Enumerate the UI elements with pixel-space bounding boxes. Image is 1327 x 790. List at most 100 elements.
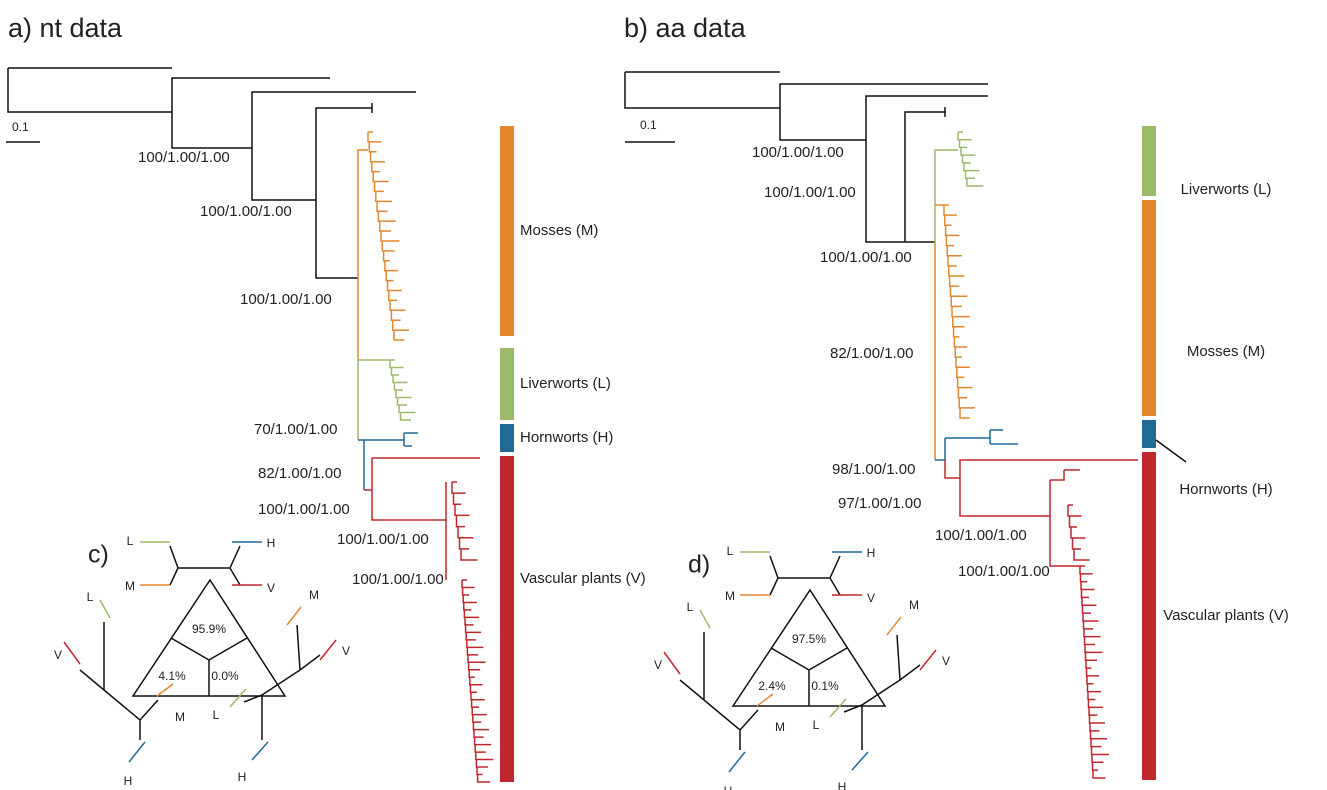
- branch: [358, 433, 418, 490]
- taxon-label: V: [54, 648, 62, 662]
- branch: [945, 460, 1138, 516]
- branch: [1080, 566, 1109, 778]
- panel-label: c): [88, 541, 109, 569]
- branch: [844, 635, 920, 750]
- page: {"panel_a":{"title":"a) nt data","scale"…: [0, 0, 1327, 790]
- taxon-bar: [320, 640, 336, 660]
- clade-bar: [1142, 126, 1156, 196]
- taxon-label: L: [213, 708, 220, 722]
- clade-label: Liverworts (L): [520, 375, 611, 392]
- clade-label: Liverworts (L): [1181, 181, 1272, 198]
- taxon-bar: [729, 752, 745, 772]
- taxon-label: V: [867, 591, 875, 605]
- taxon-bar: [920, 650, 936, 670]
- taxon-label: H: [867, 546, 876, 560]
- taxon-label: H: [838, 780, 847, 790]
- clade-bar: [500, 456, 514, 782]
- taxon-bar: [100, 600, 110, 618]
- support-label: 100/1.00/1.00: [958, 563, 1050, 580]
- taxon-bar: [830, 699, 846, 717]
- branch: [935, 205, 944, 460]
- figure: a) nt data b) aa data 0.1 100/1.00/1.00 10…: [0, 0, 1327, 790]
- taxon-label: L: [127, 534, 134, 548]
- taxon-bar: [887, 617, 901, 635]
- taxon-bar: [664, 652, 680, 674]
- support-label: 70/1.00/1.00: [254, 421, 337, 438]
- panel-title: b) aa data: [624, 13, 747, 43]
- branch: [170, 546, 240, 585]
- support-label: 82/1.00/1.00: [830, 345, 913, 362]
- branch: [944, 205, 975, 418]
- percent-label: 2.4%: [758, 679, 786, 693]
- taxon-label: H: [124, 774, 133, 788]
- taxon-label: M: [725, 589, 735, 603]
- branch: [958, 132, 984, 186]
- taxon-label: H: [724, 784, 733, 790]
- support-label: 100/1.00/1.00: [337, 531, 429, 548]
- branch: [358, 360, 390, 440]
- branch: [364, 458, 480, 580]
- branch: [368, 132, 409, 340]
- clade-bar: [500, 348, 514, 420]
- taxon-bar: [700, 610, 710, 628]
- taxon-label: H: [238, 770, 247, 784]
- clade-label: Mosses (M): [520, 222, 598, 239]
- branch: [935, 150, 958, 242]
- support-label: 100/1.00/1.00: [138, 149, 230, 166]
- branch: [771, 648, 847, 706]
- taxon-bar: [252, 742, 268, 760]
- support-label: 100/1.00/1.00: [240, 291, 332, 308]
- taxon-label: L: [813, 718, 820, 732]
- taxon-label: M: [775, 720, 785, 734]
- percent-label: 0.0%: [211, 669, 239, 683]
- taxon-label: L: [87, 590, 94, 604]
- branch: [935, 430, 1018, 460]
- taxon-label: V: [654, 658, 662, 672]
- panel-title: a) nt data: [8, 13, 123, 43]
- support-label: 100/1.00/1.00: [752, 144, 844, 161]
- support-label: 98/1.00/1.00: [832, 461, 915, 478]
- percent-label: 95.9%: [192, 622, 226, 636]
- clade-label: Hornworts (H): [520, 429, 613, 446]
- clade-label: Hornworts (H): [1179, 481, 1272, 498]
- taxon-label: V: [342, 644, 350, 658]
- clade-bar: [1142, 200, 1156, 416]
- taxon-label: L: [687, 600, 694, 614]
- branch: [770, 556, 840, 595]
- body: a) nt data b) aa data 0.1 100/1.00/1.00 10…: [0, 0, 1327, 790]
- taxon-bar: [287, 607, 301, 625]
- scale-label: 0.1: [12, 120, 29, 134]
- branch: [8, 68, 416, 278]
- branch: [452, 482, 478, 560]
- taxon-label: M: [309, 588, 319, 602]
- taxon-label: M: [125, 579, 135, 593]
- taxon-bar: [757, 694, 773, 706]
- support-label: 100/1.00/1.00: [820, 249, 912, 266]
- support-label: 100/1.00/1.00: [352, 571, 444, 588]
- taxon-label: L: [727, 544, 734, 558]
- percent-label: 97.5%: [792, 632, 826, 646]
- taxon-label: M: [175, 710, 185, 724]
- taxon-label: M: [909, 598, 919, 612]
- percent-label: 4.1%: [158, 669, 186, 683]
- clade-bar: [500, 424, 514, 452]
- pointer: [1156, 440, 1186, 462]
- support-label: 100/1.00/1.00: [764, 184, 856, 201]
- support-label: 97/1.00/1.00: [838, 495, 921, 512]
- percent-label: 0.1%: [811, 679, 839, 693]
- taxon-bar: [64, 642, 80, 664]
- branch: [680, 632, 758, 750]
- taxon-bar: [157, 684, 173, 696]
- taxon-bar: [852, 752, 868, 770]
- taxon-bar: [230, 689, 246, 707]
- support-label: 82/1.00/1.00: [258, 465, 341, 482]
- branch: [462, 580, 493, 782]
- support-label: 100/1.00/1.00: [258, 501, 350, 518]
- panel-label: d): [688, 551, 710, 579]
- clade-bar: [1142, 452, 1156, 780]
- support-label: 100/1.00/1.00: [200, 203, 292, 220]
- branch: [244, 625, 320, 740]
- taxon-bar: [129, 742, 145, 762]
- branch: [171, 638, 247, 696]
- branch: [80, 622, 158, 740]
